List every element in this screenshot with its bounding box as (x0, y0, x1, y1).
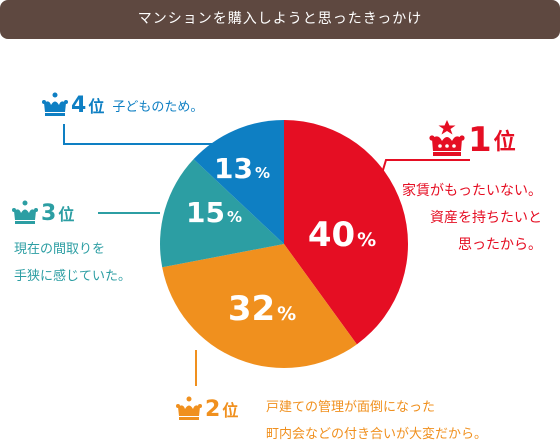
rank-4-reason: 子どものため。 (112, 99, 204, 115)
rank-1-reason-line: 思ったから。 (458, 237, 542, 253)
rank-3-reason-line: 手狭に感じていた。 (14, 269, 132, 284)
slice-value-label: 15% (186, 196, 242, 229)
pie-slice-1 (284, 120, 409, 345)
slice-value-label: 40% (308, 215, 376, 255)
rank-4-label: 4 位 子どものため。 (42, 92, 203, 118)
chart-title: マンションを購入しようと思ったきっかけ (137, 11, 423, 27)
rank-1-reason-line: 家賃がもったいない。 (402, 183, 542, 199)
rank-3-reason: 現在の間取りを 手狭に感じていた。 (14, 236, 131, 290)
pie-slice-2 (162, 244, 357, 369)
rank-3-label: 3 位 (12, 200, 74, 226)
rank-2-suffix: 位 (222, 401, 239, 420)
rank-3-reason-line: 現在の間取りを (14, 242, 106, 257)
rank-4-suffix: 位 (88, 97, 105, 116)
crown-icon (429, 120, 465, 156)
crown-icon (12, 200, 38, 224)
pie-slice-4 (193, 120, 284, 244)
slice-value-label: 32% (228, 289, 296, 329)
rank-3-suffix: 位 (58, 205, 75, 224)
rank-1-reason: 家賃がもったいない。 資産を持ちたいと 思ったから。 (402, 178, 542, 259)
rank-1-suffix: 位 (493, 130, 516, 155)
rank-2-number: 2 (205, 396, 221, 422)
pie-slice-3 (160, 159, 284, 268)
crown-icon (42, 92, 68, 116)
rank-1-number: 1 (468, 120, 492, 160)
rank-3-number: 3 (41, 200, 57, 226)
rank-2-label: 2 位 (176, 396, 238, 422)
rank-1-label: 1 位 (428, 120, 516, 160)
leader-line-1 (379, 159, 470, 181)
leader-line-4 (63, 124, 212, 145)
rank-2-reason-line: 町内会などの付き合いが大変だから。 (266, 427, 488, 442)
rank-4-number: 4 (71, 92, 87, 118)
rank-2-reason-line: 戸建ての管理が面倒になった (266, 400, 436, 415)
rank-2-reason: 戸建ての管理が面倒になった 町内会などの付き合いが大変だから。 (266, 394, 487, 448)
slice-value-label: 13% (214, 152, 270, 185)
chart-title-banner: マンションを購入しようと思ったきっかけ (0, 0, 560, 39)
crown-icon (176, 396, 202, 420)
rank-1-reason-line: 資産を持ちたいと (430, 210, 542, 226)
